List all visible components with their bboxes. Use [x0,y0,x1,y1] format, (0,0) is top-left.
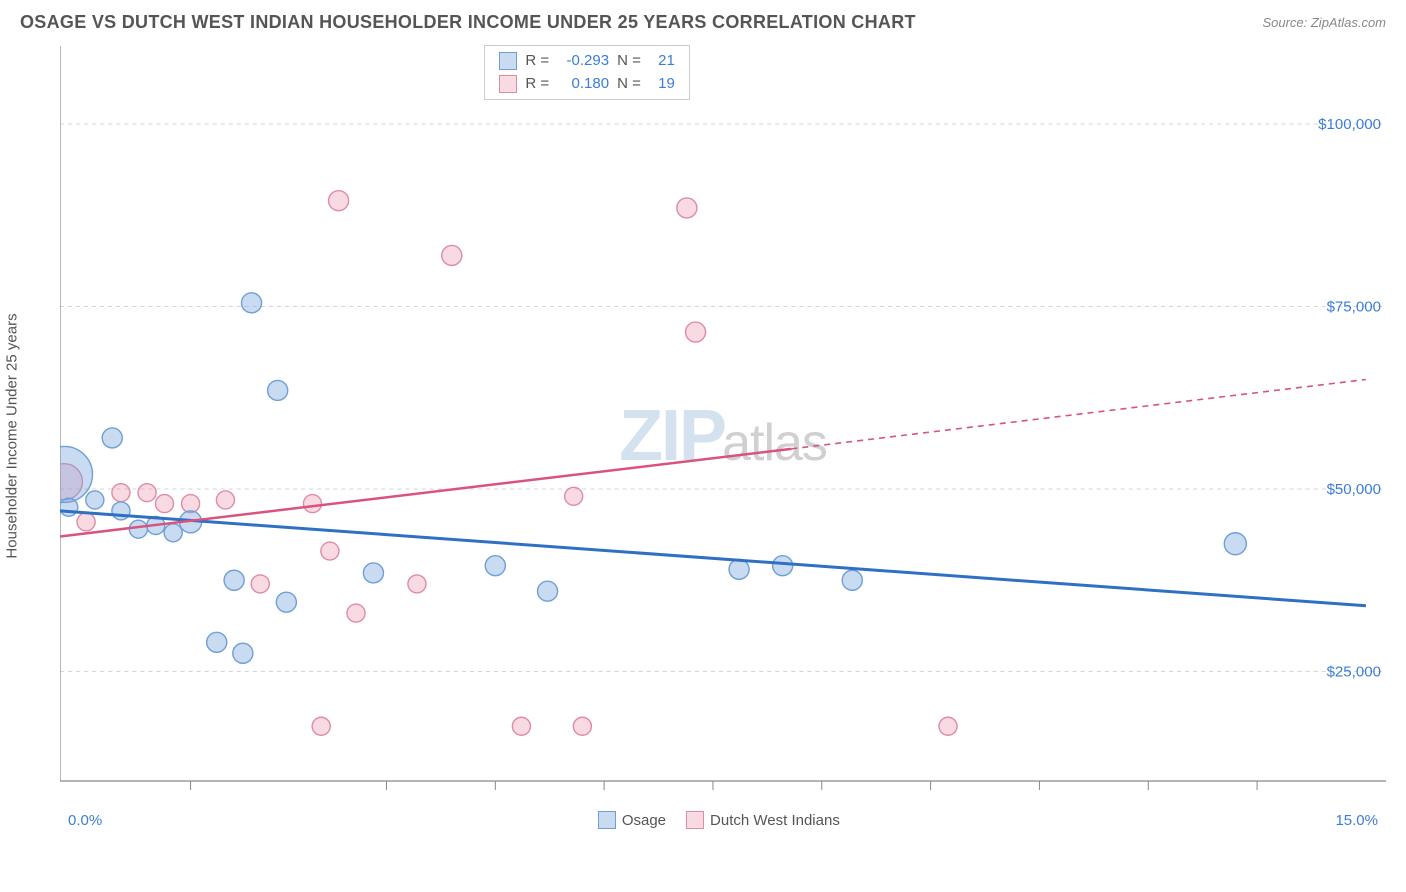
legend-swatch-osage [598,811,616,829]
stats-n-label: N = [617,50,641,73]
stats-r-osage: -0.293 [557,50,609,73]
stats-r-label: R = [525,50,549,73]
stats-swatch-osage [499,52,517,70]
stats-row-osage: R = -0.293 N = 21 [499,50,675,73]
x-max-label: 15.0% [1335,812,1378,829]
stats-n-osage: 21 [649,50,675,73]
stats-box: R = -0.293 N = 21 R = 0.180 N = 19 [484,45,690,100]
legend-item-dutch: Dutch West Indians [686,811,840,829]
scatter-plot: $25,000 $50,000 $75,000 $100,000 [60,41,1386,831]
legend-label-osage: Osage [622,812,666,829]
stats-swatch-dutch [499,75,517,93]
stats-n-dutch: 19 [649,73,675,96]
stats-row-dutch: R = 0.180 N = 19 [499,73,675,96]
stats-n-label: N = [617,73,641,96]
legend-swatch-dutch [686,811,704,829]
svg-text:$50,000: $50,000 [1327,481,1381,498]
svg-text:$100,000: $100,000 [1318,116,1381,133]
legend-label-dutch: Dutch West Indians [710,812,840,829]
legend-item-osage: Osage [598,811,666,829]
svg-text:$75,000: $75,000 [1327,299,1381,316]
stats-r-dutch: 0.180 [557,73,609,96]
svg-text:$25,000: $25,000 [1327,664,1381,681]
chart-title: OSAGE VS DUTCH WEST INDIAN HOUSEHOLDER I… [20,12,916,33]
source-label: Source: ZipAtlas.com [1262,15,1386,30]
y-axis-label: Householder Income Under 25 years [4,313,21,558]
stats-r-label: R = [525,73,549,96]
x-min-label: 0.0% [68,812,102,829]
footer-legend: 0.0% Osage Dutch West Indians 15.0% [60,811,1386,829]
chart-container: Householder Income Under 25 years ZIP at… [60,41,1386,831]
